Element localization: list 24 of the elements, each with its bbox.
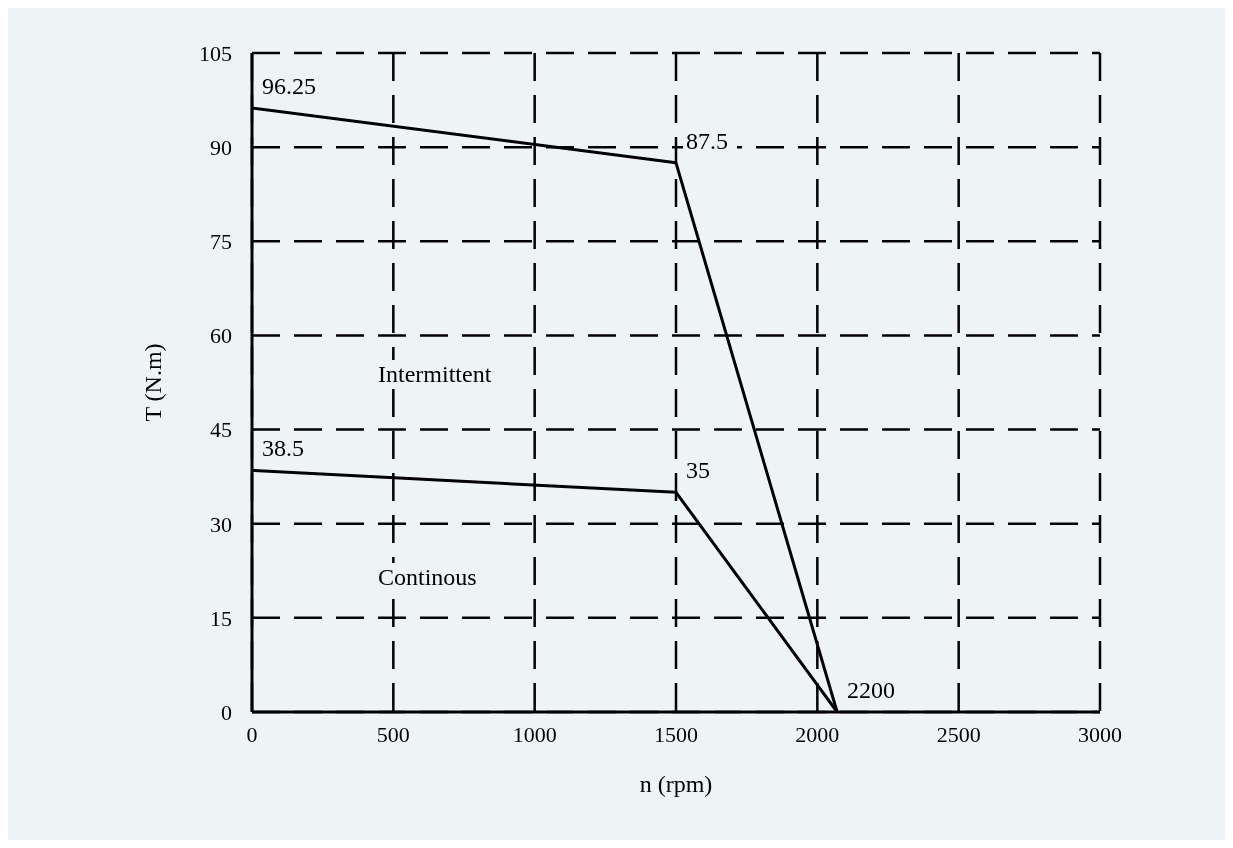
x-tick-label: 1500 [654, 721, 698, 747]
annotation: 2200 [847, 677, 896, 703]
x-tick-label: 1000 [512, 721, 557, 747]
y-tick-label: 105 [199, 40, 232, 66]
x-axis-title: n (rpm) [639, 771, 713, 797]
annotation: 35 [686, 457, 710, 484]
annotation: Intermittent [374, 360, 496, 388]
x-tick-label: 0 [246, 721, 258, 747]
annotation: Continous [374, 563, 481, 591]
y-tick-label: 90 [210, 134, 232, 160]
x-tick-label: 500 [376, 721, 410, 747]
y-tick-label: 30 [210, 511, 232, 537]
x-tick-label: 3000 [1078, 721, 1122, 747]
y-axis-title: T (N.m) [139, 343, 166, 422]
annotation: 96.25 [262, 72, 316, 99]
annotation: 87.5 [686, 127, 728, 154]
y-tick-label: 15 [210, 605, 232, 631]
x-tick-label: 2000 [795, 721, 840, 747]
y-tick-label: 0 [221, 699, 232, 725]
y-tick-label: 45 [210, 417, 232, 443]
y-tick-label: 75 [210, 229, 232, 255]
annotation: 38.5 [262, 435, 304, 462]
x-tick-label: 2500 [936, 721, 981, 747]
y-tick-label: 60 [210, 323, 232, 349]
